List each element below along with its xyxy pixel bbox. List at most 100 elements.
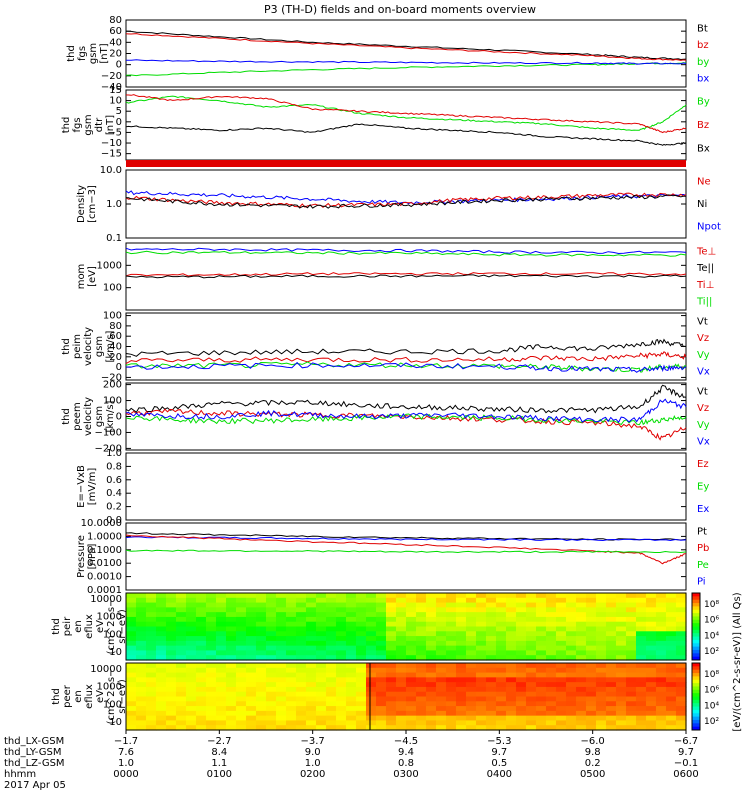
heatmap-cell [286,725,297,731]
y-axis-label-line: thd [66,45,77,62]
heatmap-cell [386,672,397,678]
heatmap-cell [456,686,467,693]
heatmap-cell [346,645,357,652]
heatmap-cell [616,621,627,628]
heatmap-cell [476,691,487,698]
heatmap-cell [136,645,147,652]
heatmap-cell [506,696,517,702]
heatmap-cell [556,602,567,608]
y-tick-label: 60 [109,331,122,342]
heatmap-cell [466,696,477,702]
y-axis-label: Density[cm−3] [76,185,98,223]
heatmap-cell [246,612,257,618]
heatmap-cell [126,677,137,683]
heatmap-cell [596,725,607,731]
heatmap-cell [146,602,157,608]
heatmap-cell [616,706,627,712]
heatmap-cell [546,720,557,726]
heatmap-cell [346,715,357,722]
heatmap-cell [496,655,507,661]
y-axis-label-line: Density [76,185,87,223]
heatmap-cell [266,715,277,722]
heatmap-cell [156,715,167,722]
heatmap-cell [576,696,587,702]
heatmap-cell [646,607,657,613]
heatmap-cell [606,616,617,623]
heatmap-cell [376,631,387,637]
heatmap-cell [526,720,537,726]
panel-peir_en_eflux: 10000100010010thdpeirenefluxeV(cm^2−s−sr… [51,592,687,661]
heatmap-cell [316,616,327,623]
heatmap-cell [546,715,557,722]
colorbar-segment [692,596,700,601]
x-tick-label: −5.3 [487,736,511,747]
heatmap-cell [236,696,247,702]
heatmap-cell [386,710,397,717]
heatmap-cell [636,686,647,693]
heatmap-cell [196,593,207,599]
y-axis-label-line: (cm^2−s− [106,599,117,655]
heatmap-cell [546,640,557,647]
heatmap-cell [496,706,507,712]
heatmap-cell [316,696,327,702]
heatmap-cell [156,672,167,678]
heatmap-cell [186,725,197,731]
heatmap-cell [156,640,167,647]
heatmap-cell [656,667,667,674]
heatmap-cell [646,621,657,628]
heatmap-cell [386,636,397,642]
heatmap-cell [256,616,267,623]
heatmap-cell [126,602,137,608]
heatmap-cell [246,597,257,604]
heatmap-cell [376,636,387,642]
legend-entry: bz [697,40,709,51]
heatmap-cell [556,650,567,656]
y-axis-label-line: thd [51,618,62,635]
heatmap-cell [306,636,317,642]
y-axis-label-line: [nPa] [87,543,98,569]
series-vz-line [125,351,687,365]
heatmap-cell [536,710,547,717]
heatmap-cell [246,626,257,632]
colorbar-segment [692,643,700,648]
x-tick-label: 9.8 [585,747,601,758]
heatmap-cell [206,597,217,604]
heatmap-cell [606,715,617,722]
heatmap-cell [386,706,397,712]
heatmap-cell [556,626,567,632]
heatmap-cell [186,672,197,678]
panel-frame [125,452,687,521]
heatmap-cell [556,612,567,618]
heatmap-cell [276,686,287,693]
colorbar-segment [692,616,700,621]
heatmap-cell [526,655,537,661]
heatmap-cell [126,616,137,623]
heatmap-cell [406,691,417,698]
heatmap-cell [436,602,447,608]
heatmap-cell [256,593,267,599]
heatmap-cell [336,612,347,618]
colorbar-segment [692,673,700,677]
heatmap-cell [386,686,397,693]
colorbar-segment [692,639,700,644]
heatmap-cell [596,602,607,608]
heatmap-cell [676,593,687,599]
heatmap-cell [256,696,267,702]
heatmap-cell [146,710,157,717]
heatmap-cell [646,682,657,688]
heatmap-cell [326,696,337,702]
heatmap-cell [236,612,247,618]
heatmap-cell [176,640,187,647]
panel-peem_velocity: 2001000−100−200thdpeemvelocitygsm[km/s]V… [61,380,710,455]
heatmap-cell [356,593,367,599]
heatmap-cell [606,597,617,604]
heatmap-cell [376,663,387,669]
heatmap-cell [416,593,427,599]
heatmap-cell [156,682,167,688]
heatmap-cell [336,636,347,642]
heatmap-cell [346,626,357,632]
heatmap-cell [646,677,657,683]
heatmap-cell [596,667,607,674]
heatmap-cell [446,593,457,599]
